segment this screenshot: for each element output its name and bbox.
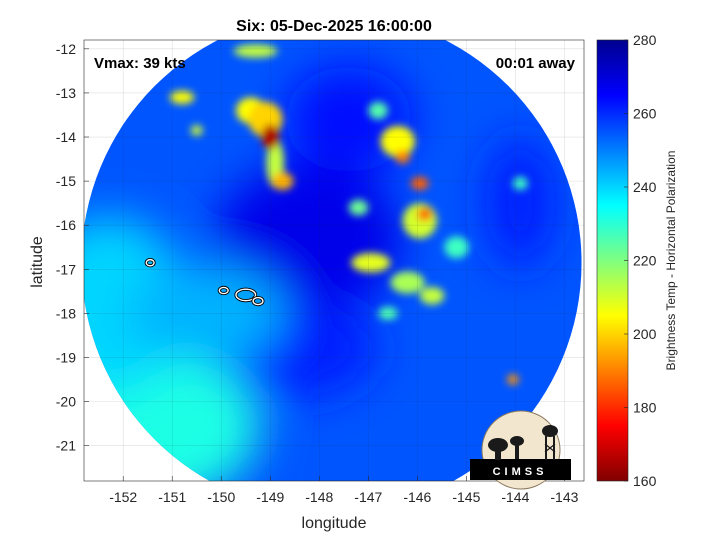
x-tick-label: -149 (256, 489, 284, 505)
y-tick-label: -15 (56, 173, 76, 189)
temperature-region (284, 66, 413, 173)
y-tick-label: -20 (56, 394, 76, 410)
chart-title: Six: 05-Dec-2025 16:00:00 (236, 18, 432, 35)
colorbar (596, 39, 629, 482)
cloud-feature (444, 236, 469, 259)
colorbar-ticks: 160 180 200 220 240 260 280 (624, 32, 657, 489)
contour-line (218, 286, 229, 295)
cloud-feature (419, 286, 445, 305)
x-tick-label: -151 (158, 489, 186, 505)
logo-text: CIMSS (493, 466, 548, 478)
time-away-annotation: 00:01 away (496, 55, 576, 72)
cloud-feature (380, 125, 415, 157)
x-tick-label: -148 (305, 489, 333, 505)
cloud-feature (169, 90, 195, 104)
cloud-feature (190, 125, 203, 136)
y-tick-label: -19 (56, 350, 76, 366)
cloud-feature (410, 176, 429, 190)
colorbar-tick-label: 200 (633, 326, 657, 342)
x-tick-label: -147 (354, 489, 382, 505)
contour-line (145, 258, 155, 267)
y-tick-label: -16 (56, 217, 76, 233)
cimss-logo: CIMSS (470, 410, 571, 490)
cloud-feature (261, 124, 280, 150)
contour-line (235, 288, 257, 302)
x-tick-label: -145 (452, 489, 480, 505)
y-axis-label: latitude (29, 236, 46, 288)
colorbar-tick-label: 160 (633, 473, 657, 489)
colorbar-tick-label: 180 (633, 400, 657, 416)
cloud-feature (507, 374, 519, 385)
x-tick-label: -146 (403, 489, 431, 505)
satellite-dish-icon (488, 436, 524, 460)
cloud-feature (395, 150, 410, 164)
x-tick-label: -143 (550, 489, 578, 505)
y-tick-label: -13 (56, 85, 76, 101)
y-tick-label: -17 (56, 261, 76, 277)
x-tick-label: -152 (109, 489, 137, 505)
plot-frame (83, 39, 585, 482)
cloud-feature (512, 176, 528, 190)
y-axis: -12 -13 -14 -15 -16 -17 -18 -19 -20 -21 (56, 41, 89, 454)
x-axis-label: longitude (302, 515, 367, 532)
vmax-annotation: Vmax: 39 kts (94, 55, 186, 72)
cloud-feature (378, 306, 398, 321)
x-axis: -152 -151 -150 -149 -148 -147 -146 -145 -144 -143 (109, 476, 579, 505)
colorbar-label: Brightness Temp - Horizontal Polarizatio… (664, 151, 678, 371)
x-tick-label: -144 (501, 489, 529, 505)
cloud-feature (390, 271, 425, 294)
cloud-feature (351, 253, 391, 273)
colorbar-tick-label: 220 (633, 253, 657, 269)
cloud-feature (271, 172, 294, 190)
colorbar-tick-label: 260 (633, 106, 657, 122)
temperature-region (485, 137, 555, 270)
cloud-feature (402, 203, 437, 239)
colorbar-tick-label: 240 (633, 179, 657, 195)
cloud-feature (417, 207, 433, 221)
colorbar-tick-label: 280 (633, 32, 657, 48)
cloud-feature (368, 101, 388, 120)
x-tick-label: -150 (207, 489, 235, 505)
cloud-feature (233, 44, 278, 58)
contour-line (252, 296, 264, 306)
y-tick-label: -14 (56, 129, 76, 145)
water-tower-icon (542, 425, 558, 460)
y-tick-label: -12 (56, 41, 76, 57)
y-tick-label: -18 (56, 305, 76, 321)
y-tick-label: -21 (56, 438, 76, 454)
cloud-feature (348, 199, 369, 216)
